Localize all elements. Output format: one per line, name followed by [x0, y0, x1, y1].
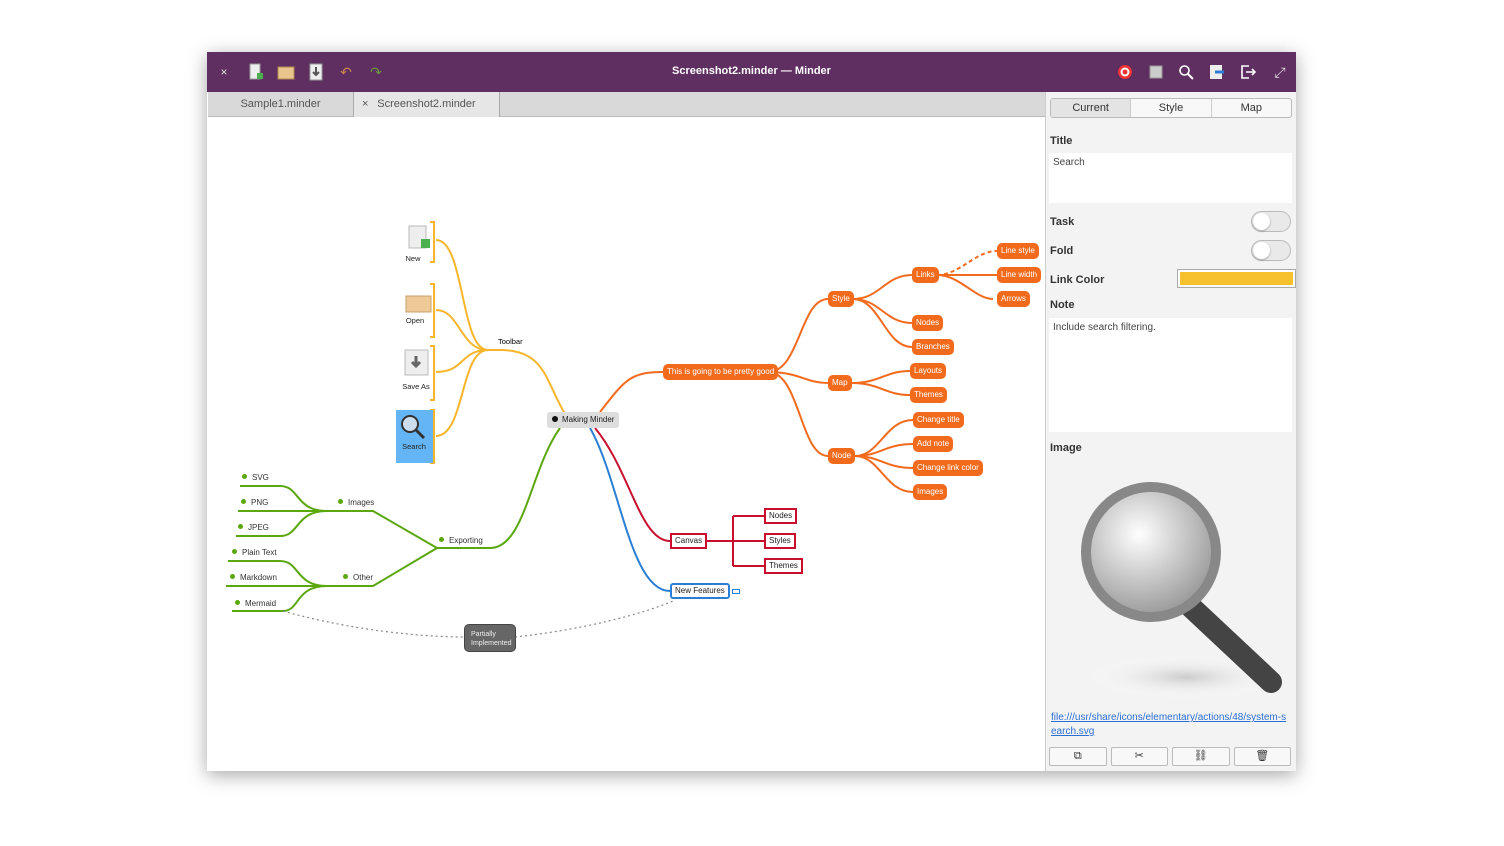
node-markdown[interactable]: Markdown: [230, 570, 277, 586]
tab-current[interactable]: Current: [1051, 99, 1132, 117]
window-title: Screenshot2.minder — Minder: [672, 65, 831, 77]
node-branches[interactable]: Branches: [912, 339, 954, 355]
node-svg[interactable]: SVG: [242, 470, 269, 486]
node-change-link-color[interactable]: Change link color: [913, 460, 983, 476]
unlink-image-button[interactable]: ⛓: [1172, 747, 1230, 766]
node-saveas[interactable]: Save As: [402, 382, 430, 391]
tab-style[interactable]: Style: [1131, 99, 1212, 117]
image-label: Image: [1050, 442, 1082, 454]
image-uri-link[interactable]: file:///usr/share/icons/elementary/actio…: [1051, 712, 1287, 737]
node-images[interactable]: Images: [338, 495, 374, 511]
node-open[interactable]: Open: [405, 316, 425, 325]
node-png[interactable]: PNG: [241, 495, 268, 511]
export-icon[interactable]: [1208, 63, 1226, 81]
fold-toggle[interactable]: [1251, 240, 1291, 261]
root-node[interactable]: Making Minder: [547, 412, 620, 428]
note-label: Note: [1050, 299, 1075, 311]
zoom-fit-icon[interactable]: [1147, 63, 1165, 81]
sidebar: Current Style Map Title Search Task Fold…: [1045, 92, 1296, 771]
open-icon[interactable]: [277, 63, 295, 81]
node-change-title[interactable]: Change title: [913, 412, 964, 428]
undo-icon[interactable]: ↶: [340, 63, 352, 80]
focus-icon[interactable]: [1116, 63, 1134, 81]
task-label: Task: [1050, 216, 1075, 228]
link-color-label: Link Color: [1050, 274, 1105, 286]
fold-label: Fold: [1050, 245, 1074, 257]
node-jpeg[interactable]: JPEG: [238, 520, 269, 536]
header-bar: × ↶ ↷ Screenshot2.minder — Minder ⤢: [207, 52, 1296, 92]
node-new-features[interactable]: New Features: [670, 583, 730, 599]
search-icon[interactable]: [1177, 63, 1195, 81]
link-saveas: [435, 349, 489, 373]
task-toggle[interactable]: [1251, 211, 1291, 232]
node-add-note[interactable]: Add note: [913, 436, 954, 452]
app-window: × ↶ ↷ Screenshot2.minder — Minder ⤢ Samp…: [207, 52, 1296, 771]
image-buttons: ⧉ ✂ ⛓ 🗑: [1049, 747, 1291, 766]
title-field[interactable]: Search: [1049, 153, 1292, 203]
tab-bar: Sample1.minder × Screenshot2.minder: [208, 92, 1045, 117]
bracket: [430, 221, 435, 464]
node-line-width[interactable]: Line width: [997, 267, 1042, 283]
new-icon[interactable]: [247, 63, 265, 81]
save-icon[interactable]: [307, 63, 325, 81]
node-images[interactable]: Images: [913, 484, 948, 500]
node-links[interactable]: Links: [912, 267, 939, 283]
magnifier-icon: [401, 415, 426, 440]
sidebar-tabs: Current Style Map: [1050, 98, 1292, 118]
close-window-button[interactable]: ×: [220, 65, 228, 79]
title-label: Title: [1050, 135, 1073, 147]
tab-label: Sample1.minder: [240, 98, 321, 110]
node-map[interactable]: Map: [828, 375, 852, 391]
node-nodes[interactable]: Nodes: [764, 508, 798, 524]
node-label: Search: [402, 442, 426, 451]
delete-image-button[interactable]: 🗑: [1233, 747, 1291, 766]
link-search: [435, 349, 489, 437]
tab-close-button[interactable]: ×: [362, 98, 369, 110]
redo-icon[interactable]: ↷: [370, 63, 382, 80]
node-styles[interactable]: Styles: [764, 533, 796, 549]
node-canvas[interactable]: Canvas: [670, 533, 708, 549]
node-arrows[interactable]: Arrows: [997, 291, 1030, 307]
link-open: [435, 309, 489, 351]
save-as-icon: [404, 349, 429, 376]
node-main[interactable]: This is going to be pretty good: [663, 364, 779, 380]
node-mermaid[interactable]: Mermaid: [235, 596, 276, 612]
callout-partially-implemented[interactable]: Partially Implemented: [464, 624, 516, 652]
folder-icon: [405, 295, 432, 313]
node-search-selected[interactable]: Search: [396, 410, 433, 463]
node-line-style[interactable]: Line style: [997, 243, 1039, 259]
link-toolbar: [488, 349, 566, 415]
tab-screenshot2[interactable]: × Screenshot2.minder: [354, 92, 500, 117]
node-themes[interactable]: Themes: [910, 387, 947, 403]
node-other[interactable]: Other: [343, 570, 373, 586]
node-themes[interactable]: Themes: [764, 558, 803, 574]
fullscreen-icon[interactable]: ⤢: [1274, 63, 1286, 80]
node-image: [1081, 482, 1286, 699]
node-toolbar[interactable]: Toolbar: [498, 337, 523, 346]
node-exporting[interactable]: Exporting: [439, 533, 483, 549]
node-node[interactable]: Node: [828, 448, 856, 464]
node-plain[interactable]: Plain Text: [232, 545, 277, 561]
node-layouts[interactable]: Layouts: [910, 363, 947, 379]
tab-map[interactable]: Map: [1240, 102, 1263, 114]
note-field[interactable]: Include search filtering.: [1049, 318, 1292, 432]
node-new[interactable]: New: [405, 254, 421, 263]
quit-icon[interactable]: [1239, 63, 1257, 81]
node-nodes[interactable]: Nodes: [912, 315, 944, 331]
tab-label: Screenshot2.minder: [377, 98, 476, 110]
link-color-button[interactable]: [1177, 269, 1296, 288]
cut-image-button[interactable]: ✂: [1110, 747, 1168, 766]
node-label: Making Minder: [562, 415, 615, 424]
link-new: [435, 239, 489, 351]
copy-image-button[interactable]: ⧉: [1049, 747, 1107, 766]
new-icon: [408, 225, 430, 249]
node-style[interactable]: Style: [828, 291, 854, 307]
note-icon: [732, 589, 740, 594]
tab-sample1[interactable]: Sample1.minder: [208, 92, 354, 117]
